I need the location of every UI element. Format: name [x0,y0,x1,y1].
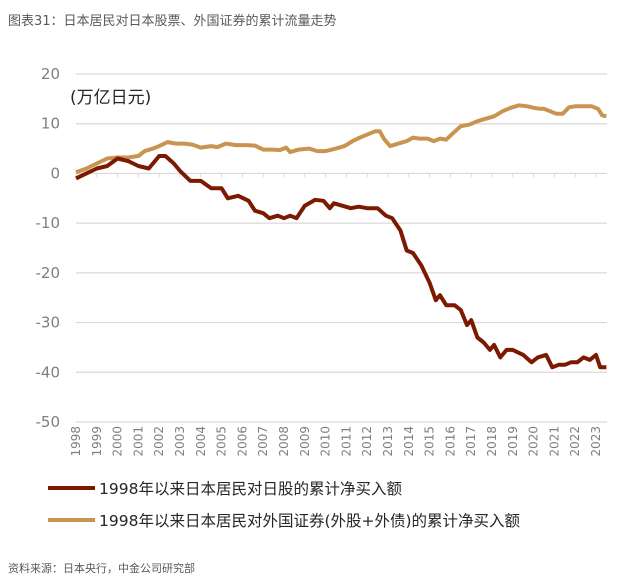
x-tick-label: 2017 [464,426,478,457]
x-tick-label: 1999 [90,426,104,457]
x-tick-label: 2010 [319,426,333,457]
x-tick-label: 2011 [339,426,353,457]
x-tick-label: 2005 [215,426,229,457]
gridlines [76,73,607,423]
x-tick-label: 2023 [589,426,603,457]
y-tick-label: 20 [41,65,60,83]
x-tick-label: 2000 [111,426,125,457]
x-tick-label: 2004 [194,426,208,457]
x-tick-label: 2018 [485,426,499,457]
x-tick-label: 2002 [152,426,166,457]
x-tick-label: 2007 [256,426,270,457]
x-tick-label: 2013 [381,426,395,457]
x-tick-label: 2016 [443,426,457,457]
y-tick-label: -50 [36,413,61,431]
legend-label-foreign-securities: 1998年以来日本居民对外国证券(外股+外债)的累计净买入额 [99,512,521,530]
y-axis-unit-label: (万亿日元) [70,88,151,108]
source-note: 资料来源：日本央行，中金公司研究部 [8,561,195,575]
series-lines [75,103,607,370]
x-tick-label: 2021 [547,426,561,457]
y-tick-label: -30 [36,314,61,332]
y-tick-label: -10 [36,214,61,232]
y-tick-label: -20 [36,264,61,282]
legend: 1998年以来日本居民对日股的累计净买入额 1998年以来日本居民对外国证券(外… [48,480,521,530]
x-tick-label: 2012 [360,426,374,457]
x-tick-label: 2015 [423,426,437,457]
x-tick-label: 2009 [298,426,312,457]
x-tick-label: 2008 [277,426,291,457]
x-tick-label: 1998 [69,426,83,457]
y-axis-ticks: 20 10 0 -10 -20 -30 -40 -50 [36,65,61,431]
chart-title: 图表31：日本居民对日本股票、外国证券的累计流量走势 [8,13,337,29]
y-tick-label: -40 [36,363,61,381]
y-tick-label: 10 [41,115,60,133]
x-tick-label: 2014 [402,426,416,457]
series-line-foreign-securities [75,103,607,175]
x-tick-label: 2022 [568,426,582,457]
x-tick-label: 2001 [131,426,145,457]
legend-label-domestic-stocks: 1998年以来日本居民对日股的累计净买入额 [99,480,402,498]
x-tick-label: 2003 [173,426,187,457]
x-tick-label: 2020 [527,426,541,457]
y-tick-label: 0 [50,164,60,182]
x-axis-ticks: 1998 1999 2000 2001 2002 2003 2004 2005 2006 2007… [69,173,603,457]
series-line-domestic-stocks [75,154,607,370]
x-tick-label: 2006 [235,426,249,457]
x-tick-label: 2019 [506,426,520,457]
